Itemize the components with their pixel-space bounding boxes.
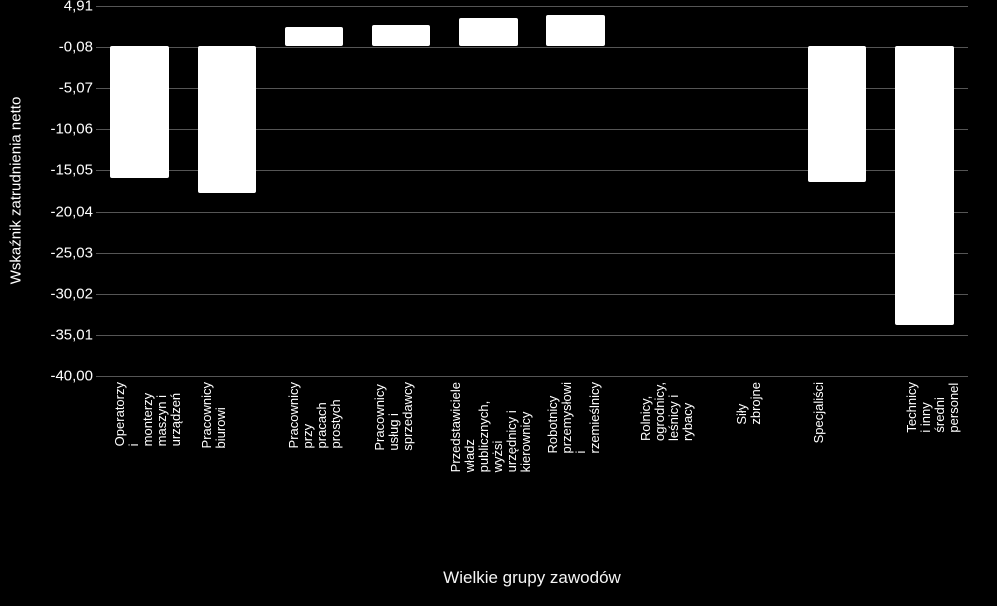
y-tick: -35,01 [33,326,93,343]
x-tick-label: Operatorzy i monterzy maszyn i urządzeń [113,382,183,446]
x-tick-label: Specjaliści [812,382,826,443]
bar [546,15,604,46]
y-tick: -15,05 [33,162,93,179]
y-tick: -5,07 [33,80,93,97]
y-tick: -25,03 [33,244,93,261]
y-tick: -30,02 [33,285,93,302]
x-tick: Pracownicy biurowi [223,382,243,552]
x-axis-label: Wielkie grupy zawodów [96,568,968,588]
x-tick-label: Przedstawiciele władz publicznych, wyżsi… [449,382,533,472]
bar [198,46,256,193]
bar [110,46,168,178]
x-tick: Pracownicy usług i sprzedawcy [397,382,417,552]
plot-area [96,6,968,376]
x-tick: Pracownicy przy pracach prostych [310,382,330,552]
x-tick: Operatorzy i monterzy maszyn i urządzeń [136,382,156,552]
x-tick-label: Pracownicy biurowi [200,382,228,448]
x-tick-label: Pracownicy usług i sprzedawcy [373,382,415,451]
bar [808,46,866,182]
x-tick-labels: Operatorzy i monterzy maszyn i urządzeń P… [96,380,968,565]
y-tick: -20,04 [33,203,93,220]
x-tick: Technicy i inny średni personel [920,382,940,552]
x-tick-label: Pracownicy przy pracach prostych [287,382,343,448]
x-tick: Specjaliści [833,382,853,552]
x-tick-label: Rolnicy, ogrodnicy, leśnicy i rybacy [639,382,695,441]
y-tick: -40,00 [33,368,93,385]
y-tick: 4,91 [33,0,93,15]
y-axis-label-text: Wskaźnik zatrudnienia netto [8,96,25,284]
bar [459,18,517,46]
chart-stage: Wskaźnik zatrudnienia netto 4,91 -0,08 -5,… [0,0,997,606]
bar [895,46,953,324]
x-tick: Siły zbrojne [746,382,766,552]
y-tick: -0,08 [33,39,93,56]
x-tick-label: Siły zbrojne [735,382,763,425]
x-tick: Przedstawiciele władz publicznych, wyżsi… [484,382,504,552]
x-tick-label: Robotnicy przemysłowi i rzemieślnicy [546,382,602,454]
y-tick: -10,06 [33,121,93,138]
x-tick: Rolnicy, ogrodnicy, leśnicy i rybacy [659,382,679,552]
bar [285,27,343,47]
y-axis-label: Wskaźnik zatrudnienia netto [6,0,26,380]
x-tick: Robotnicy przemysłowi i rzemieślnicy [572,382,592,552]
x-tick-label: Technicy i inny średni personel [905,382,961,433]
bar [372,25,430,46]
gridline [96,376,968,377]
bars-layer [96,6,968,376]
